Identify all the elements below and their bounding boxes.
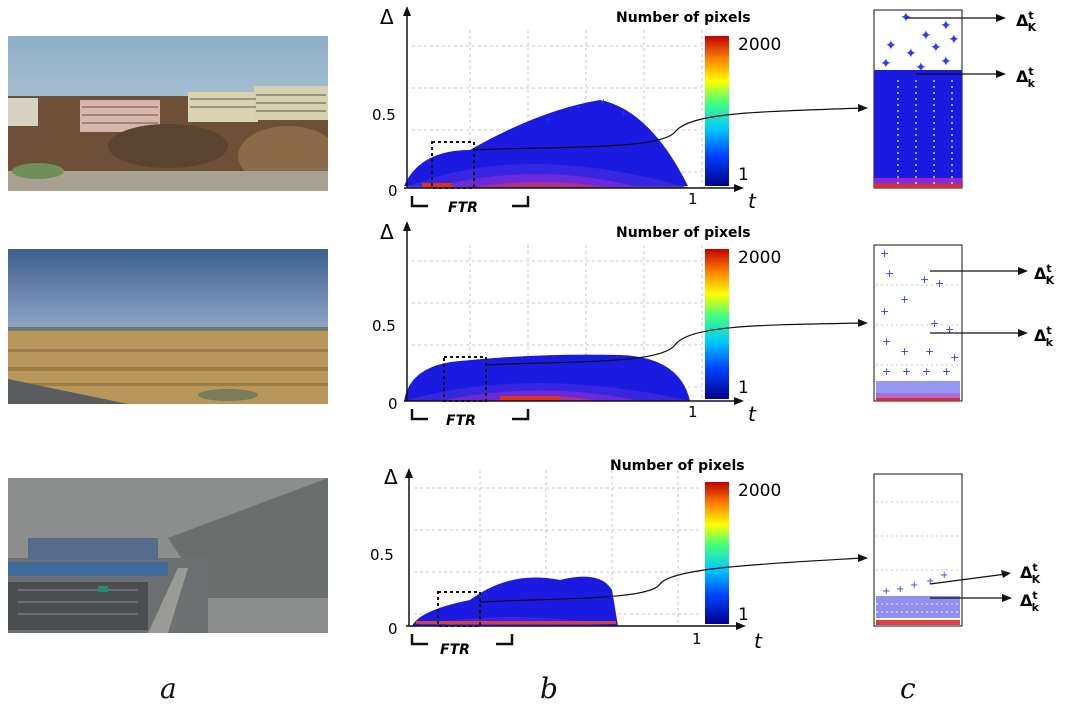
colorbar-max: 2000	[738, 35, 781, 55]
row-1-plot-svg: + + + + Δ 0.5 0 1 t FTR Number of pixels 20…	[372, 5, 1037, 216]
zoom-connector	[479, 557, 863, 603]
colorbar-title: Number of pixels	[616, 225, 751, 241]
svg-text:+: +	[600, 97, 607, 106]
delta-k-label: Δt k	[1016, 65, 1036, 90]
svg-text:+: +	[880, 247, 889, 260]
svg-text:+: +	[926, 576, 934, 587]
ftr-label: FTR	[448, 200, 478, 216]
colorbar-min: 1	[738, 378, 749, 398]
svg-text:+: +	[882, 365, 891, 378]
svg-text:✦: ✦	[940, 18, 952, 34]
x-tick-one: 1	[688, 403, 698, 421]
svg-text:+: +	[920, 273, 929, 286]
scatter-cloud	[412, 576, 618, 626]
row-3-plot-svg: Δ 0.5 0 1 t FTR Number of pixels 2000 1 …	[370, 458, 1041, 658]
zoom-connector	[473, 107, 863, 151]
svg-text:+: +	[885, 267, 894, 280]
svg-text:+: +	[945, 323, 954, 336]
ftr-window	[431, 141, 475, 189]
colorbar	[705, 482, 729, 624]
x-tick-zero: 0	[388, 395, 398, 413]
svg-text:✦: ✦	[915, 60, 927, 76]
y-tick-label: 0.5	[372, 106, 396, 124]
zoom-panel: + + + + +	[873, 473, 963, 627]
scatter-cloud	[404, 100, 688, 186]
y-axis-label: Δ	[384, 465, 398, 489]
colorbar-min: 1	[738, 605, 749, 625]
colorbar-max: 2000	[738, 481, 781, 501]
zoom-connector	[485, 322, 863, 366]
svg-text:+: +	[620, 109, 627, 118]
colorbar-title: Number of pixels	[616, 10, 751, 26]
svg-text:+: +	[900, 293, 909, 306]
ftr-window	[437, 591, 481, 627]
panel-label-b: b	[540, 672, 558, 705]
photo-hazy-site	[8, 478, 328, 633]
svg-text:✦: ✦	[940, 54, 952, 70]
svg-text:+: +	[896, 584, 904, 595]
photo-grassland	[8, 249, 328, 404]
svg-text:+: +	[950, 351, 959, 364]
panel-label-c: c	[900, 672, 916, 705]
delta-k-label: Δt k	[1034, 324, 1054, 349]
ftr-label: FTR	[440, 642, 470, 658]
hazy-scene-image	[8, 478, 328, 633]
x-axis-label: t	[748, 189, 757, 213]
ftr-label: FTR	[446, 413, 476, 429]
scatter-plot-area	[403, 221, 744, 421]
x-tick-one: 1	[692, 630, 702, 648]
delta-K-label: Δt K	[1016, 9, 1037, 34]
x-tick-zero: 0	[388, 620, 398, 638]
svg-text:✦: ✦	[885, 38, 897, 54]
svg-text:+: +	[575, 103, 582, 112]
delta-K-label: Δt K	[1034, 262, 1055, 287]
svg-text:+: +	[940, 570, 948, 581]
svg-text:+: +	[880, 305, 889, 318]
x-axis-label: t	[748, 402, 757, 426]
grassland-scene-image	[8, 249, 328, 404]
svg-text:+: +	[935, 277, 944, 290]
delta-K-label: Δt K	[1020, 561, 1041, 586]
photo-campus	[8, 36, 328, 191]
colorbar-max: 2000	[738, 248, 781, 268]
y-tick-label: 0.5	[372, 317, 396, 335]
colorbar	[705, 249, 729, 399]
campus-scene-image	[8, 36, 328, 191]
colorbar-title: Number of pixels	[610, 458, 745, 474]
svg-text:✦: ✦	[930, 40, 942, 56]
ftr-window	[443, 356, 487, 402]
zoom-panel: ✦✦✦✦ ✦ ✦ ✦✦ ✦ ✦	[873, 9, 963, 189]
svg-text:✦: ✦	[920, 28, 932, 44]
colorbar-min: 1	[738, 165, 749, 185]
y-tick-label: 0.5	[370, 546, 394, 564]
y-axis-label: Δ	[380, 220, 394, 244]
panel-label-a: a	[160, 672, 177, 705]
figure-row-2: Δ 0.5 0 1 t FTR Number of pixels 2000 1 …	[0, 215, 1066, 440]
svg-text:+: +	[902, 365, 911, 378]
y-axis-label: Δ	[380, 5, 394, 29]
row-2-plot-svg: Δ 0.5 0 1 t FTR Number of pixels 2000 1 …	[372, 220, 1055, 429]
svg-text:+: +	[882, 335, 891, 348]
scatter-plot-area: + + + +	[403, 6, 744, 208]
svg-text:✦: ✦	[880, 56, 892, 72]
x-tick-one: 1	[688, 190, 698, 208]
colorbar	[705, 36, 729, 186]
svg-text:+: +	[882, 586, 890, 597]
svg-text:+: +	[910, 580, 918, 591]
x-tick-zero: 0	[388, 182, 398, 200]
x-axis-label: t	[754, 629, 763, 653]
svg-text:✦: ✦	[948, 32, 960, 48]
svg-text:+: +	[922, 365, 931, 378]
svg-text:+: +	[545, 115, 552, 124]
scatter-plot-area	[405, 468, 746, 646]
svg-text:+: +	[942, 365, 951, 378]
delta-k-label: Δt k	[1020, 589, 1040, 614]
svg-text:+: +	[930, 317, 939, 330]
svg-text:+: +	[900, 345, 909, 358]
figure-row-3: Δ 0.5 0 1 t FTR Number of pixels 2000 1 …	[0, 440, 1066, 665]
svg-text:✦: ✦	[905, 46, 917, 62]
figure-row-1: + + + + Δ 0.5 0 1 t FTR Number of pixels 20…	[0, 0, 1066, 225]
svg-text:+: +	[925, 345, 934, 358]
zoom-panel: ++ + + +++ + ++ + + + + + +	[873, 244, 963, 402]
